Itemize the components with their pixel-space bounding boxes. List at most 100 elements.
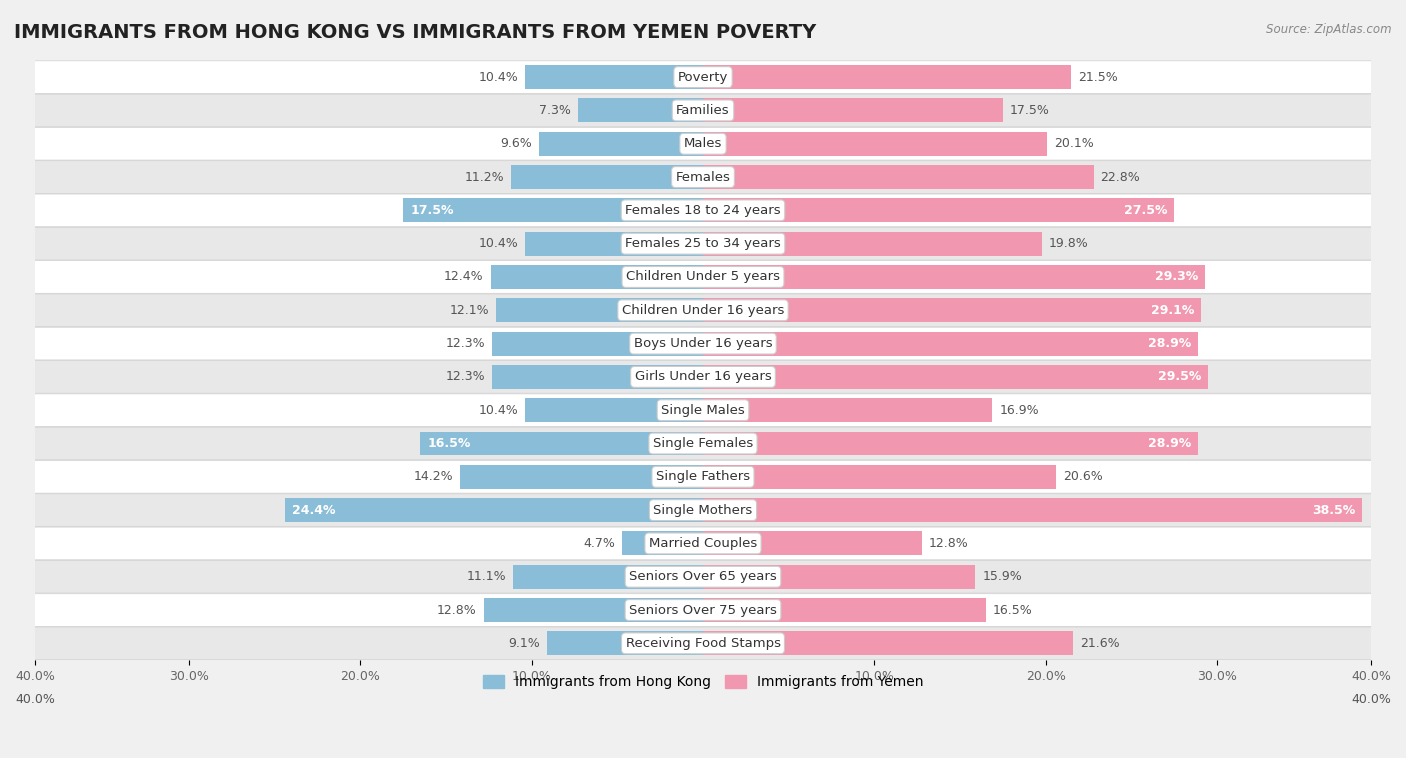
- Text: 29.3%: 29.3%: [1154, 271, 1198, 283]
- Text: 38.5%: 38.5%: [1312, 503, 1355, 517]
- FancyBboxPatch shape: [27, 94, 1379, 127]
- Text: 17.5%: 17.5%: [411, 204, 454, 217]
- Text: 12.3%: 12.3%: [446, 337, 485, 350]
- FancyBboxPatch shape: [27, 560, 1379, 593]
- Text: Families: Families: [676, 104, 730, 117]
- FancyBboxPatch shape: [27, 161, 1379, 193]
- Bar: [703, 99, 1002, 123]
- Bar: [492, 365, 703, 389]
- Text: 16.5%: 16.5%: [427, 437, 471, 450]
- Text: Females 18 to 24 years: Females 18 to 24 years: [626, 204, 780, 217]
- FancyBboxPatch shape: [27, 428, 1379, 460]
- Bar: [703, 331, 1198, 356]
- Text: 14.2%: 14.2%: [413, 470, 453, 484]
- FancyBboxPatch shape: [27, 294, 1379, 327]
- Text: 10.4%: 10.4%: [478, 237, 517, 250]
- Text: 12.8%: 12.8%: [437, 603, 477, 616]
- Text: 16.9%: 16.9%: [1000, 404, 1039, 417]
- Text: Girls Under 16 years: Girls Under 16 years: [634, 371, 772, 384]
- Bar: [703, 631, 1073, 656]
- Bar: [524, 232, 703, 255]
- Bar: [460, 465, 703, 489]
- Text: 16.5%: 16.5%: [993, 603, 1032, 616]
- Bar: [404, 199, 703, 222]
- Text: 28.9%: 28.9%: [1147, 337, 1191, 350]
- Text: Seniors Over 65 years: Seniors Over 65 years: [628, 570, 778, 583]
- FancyBboxPatch shape: [27, 527, 1379, 559]
- Text: 27.5%: 27.5%: [1123, 204, 1167, 217]
- Text: 19.8%: 19.8%: [1049, 237, 1088, 250]
- Text: 17.5%: 17.5%: [1010, 104, 1049, 117]
- Bar: [703, 65, 1071, 89]
- Bar: [703, 165, 1094, 189]
- Text: 21.5%: 21.5%: [1078, 70, 1118, 83]
- Text: Females 25 to 34 years: Females 25 to 34 years: [626, 237, 780, 250]
- Bar: [420, 431, 703, 456]
- FancyBboxPatch shape: [27, 394, 1379, 427]
- Bar: [524, 65, 703, 89]
- Bar: [496, 299, 703, 322]
- Text: 21.6%: 21.6%: [1080, 637, 1119, 650]
- Text: Children Under 16 years: Children Under 16 years: [621, 304, 785, 317]
- Bar: [703, 531, 922, 556]
- Bar: [703, 498, 1362, 522]
- Bar: [703, 465, 1056, 489]
- Bar: [484, 598, 703, 622]
- Bar: [703, 199, 1174, 222]
- Bar: [703, 565, 976, 589]
- Bar: [623, 531, 703, 556]
- Text: Children Under 5 years: Children Under 5 years: [626, 271, 780, 283]
- Bar: [547, 631, 703, 656]
- FancyBboxPatch shape: [27, 261, 1379, 293]
- FancyBboxPatch shape: [27, 227, 1379, 260]
- Text: IMMIGRANTS FROM HONG KONG VS IMMIGRANTS FROM YEMEN POVERTY: IMMIGRANTS FROM HONG KONG VS IMMIGRANTS …: [14, 23, 817, 42]
- Text: Males: Males: [683, 137, 723, 150]
- Bar: [524, 398, 703, 422]
- Text: Boys Under 16 years: Boys Under 16 years: [634, 337, 772, 350]
- Bar: [578, 99, 703, 123]
- Text: 9.1%: 9.1%: [509, 637, 540, 650]
- FancyBboxPatch shape: [27, 127, 1379, 160]
- Text: Receiving Food Stamps: Receiving Food Stamps: [626, 637, 780, 650]
- Text: Females: Females: [675, 171, 731, 183]
- Bar: [703, 299, 1202, 322]
- Bar: [703, 398, 993, 422]
- Bar: [492, 331, 703, 356]
- Text: 28.9%: 28.9%: [1147, 437, 1191, 450]
- Text: 20.1%: 20.1%: [1054, 137, 1094, 150]
- Text: 12.8%: 12.8%: [929, 537, 969, 550]
- FancyBboxPatch shape: [27, 194, 1379, 227]
- FancyBboxPatch shape: [27, 361, 1379, 393]
- FancyBboxPatch shape: [27, 61, 1379, 93]
- Bar: [703, 265, 1205, 289]
- Text: Single Males: Single Males: [661, 404, 745, 417]
- Text: 40.0%: 40.0%: [15, 693, 55, 706]
- FancyBboxPatch shape: [27, 461, 1379, 493]
- Text: 29.5%: 29.5%: [1159, 371, 1202, 384]
- Text: 20.6%: 20.6%: [1063, 470, 1102, 484]
- Text: 7.3%: 7.3%: [540, 104, 571, 117]
- FancyBboxPatch shape: [27, 594, 1379, 626]
- Text: 12.4%: 12.4%: [444, 271, 484, 283]
- Text: 4.7%: 4.7%: [583, 537, 616, 550]
- Bar: [513, 565, 703, 589]
- Bar: [512, 165, 703, 189]
- Text: 12.3%: 12.3%: [446, 371, 485, 384]
- Bar: [703, 365, 1208, 389]
- Text: 29.1%: 29.1%: [1152, 304, 1195, 317]
- Text: Single Mothers: Single Mothers: [654, 503, 752, 517]
- Bar: [703, 431, 1198, 456]
- Text: 10.4%: 10.4%: [478, 70, 517, 83]
- Bar: [538, 132, 703, 155]
- Bar: [703, 232, 1042, 255]
- Text: 11.2%: 11.2%: [464, 171, 505, 183]
- FancyBboxPatch shape: [27, 493, 1379, 527]
- Bar: [703, 598, 986, 622]
- Text: Single Fathers: Single Fathers: [657, 470, 749, 484]
- Text: Single Females: Single Females: [652, 437, 754, 450]
- Bar: [491, 265, 703, 289]
- Text: 22.8%: 22.8%: [1101, 171, 1140, 183]
- Text: Seniors Over 75 years: Seniors Over 75 years: [628, 603, 778, 616]
- Text: 24.4%: 24.4%: [292, 503, 336, 517]
- Text: 11.1%: 11.1%: [467, 570, 506, 583]
